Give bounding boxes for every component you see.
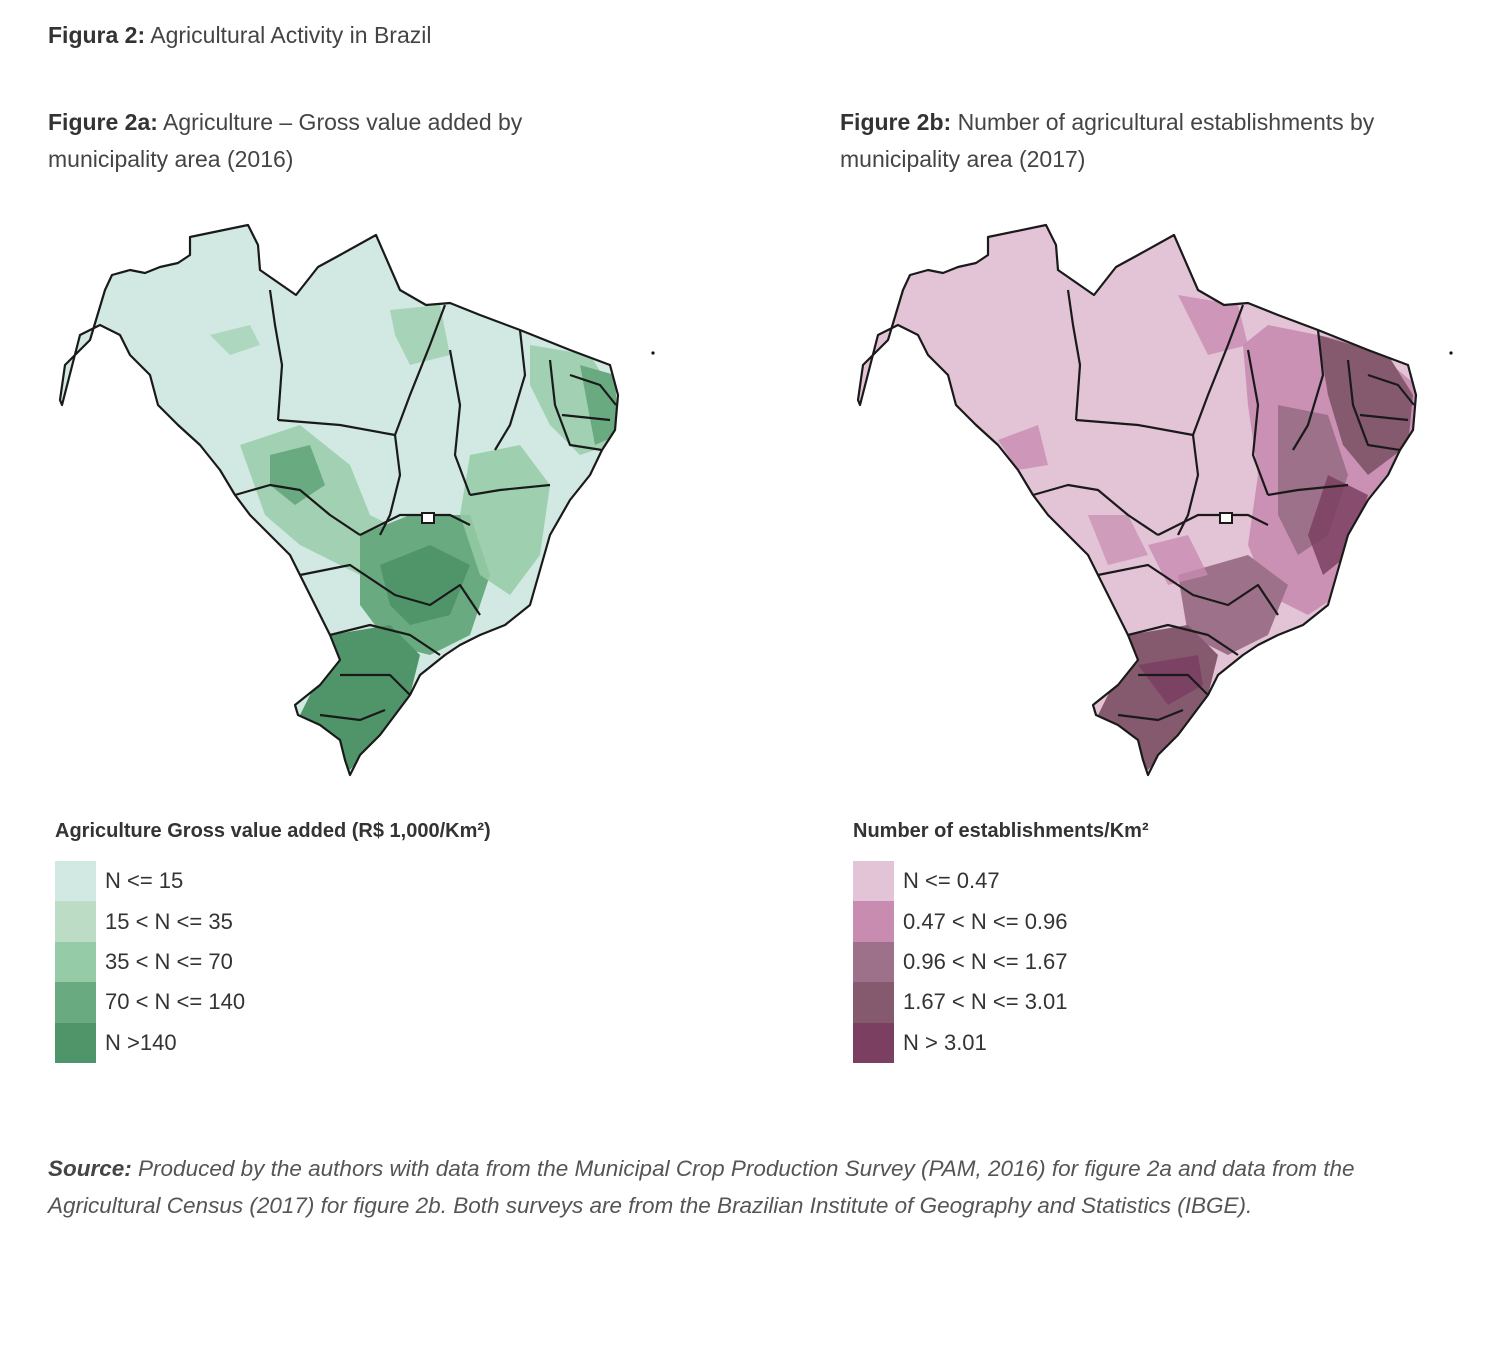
source-text: Produced by the authors with data from t… [48, 1156, 1355, 1218]
legend-label: 70 < N <= 140 [105, 989, 246, 1015]
source-note: Source: Produced by the authors with dat… [48, 1150, 1408, 1224]
panel-a-prefix: Figure 2a: [48, 109, 158, 135]
legend-label: N <= 15 [105, 868, 184, 894]
panel-b-title-text: Number of agricultural establishments by… [840, 109, 1375, 172]
legend-swatch [55, 861, 96, 902]
legend-item: 0.96 < N <= 1.67 [853, 941, 1149, 983]
legend-title: Number of establishments/Km² [853, 820, 1149, 842]
legend-item: N <= 15 [55, 861, 491, 902]
legend-item: N <= 0.47 [853, 861, 1149, 902]
figure-title: Figura 2: Agricultural Activity in Brazi… [48, 22, 431, 49]
panel-a-title: Figure 2a: Agriculture – Gross value add… [48, 104, 648, 178]
legend-item: 70 < N <= 140 [55, 982, 491, 1023]
legend-swatch [853, 861, 894, 902]
legend-establishments: Number of establishments/Km² N <= 0.47 0… [853, 820, 1149, 1063]
legend-label: 15 < N <= 35 [105, 908, 233, 934]
legend-swatch [55, 1022, 96, 1063]
legend-label: N >140 [105, 1029, 177, 1055]
legend-agriculture-gva: Agriculture Gross value added (R$ 1,000/… [55, 820, 491, 1063]
legend-title: Agriculture Gross value added (R$ 1,000/… [55, 820, 491, 842]
legend-item: N >140 [55, 1022, 491, 1063]
legend-item: 35 < N <= 70 [55, 941, 491, 983]
legend-swatch [55, 982, 96, 1023]
legend-swatch [853, 941, 894, 983]
legend-item: 1.67 < N <= 3.01 [853, 982, 1149, 1023]
legend-label: 0.47 < N <= 0.96 [903, 908, 1068, 934]
legend-swatch [55, 901, 96, 942]
legend-swatch [853, 982, 894, 1023]
panel-b-prefix: Figure 2b: [840, 109, 952, 135]
legend-label: 0.96 < N <= 1.67 [903, 948, 1068, 974]
source-prefix: Source: [48, 1156, 132, 1181]
legend-swatch [55, 941, 96, 983]
figure-title-text: Agricultural Activity in Brazil [150, 22, 432, 48]
legend-item: 15 < N <= 35 [55, 901, 491, 942]
legend-item: N > 3.01 [853, 1022, 1149, 1063]
legend-label: 35 < N <= 70 [105, 948, 233, 974]
map-establishments [856, 223, 1453, 777]
legend-item: 0.47 < N <= 0.96 [853, 901, 1149, 942]
legend-label: 1.67 < N <= 3.01 [903, 989, 1068, 1015]
map-agriculture-gva [58, 223, 655, 777]
legend-swatch [853, 1022, 894, 1063]
figure-prefix: Figura 2: [48, 22, 146, 48]
panel-a-title-text: Agriculture – Gross value added by munic… [48, 109, 523, 172]
panel-b-title: Figure 2b: Number of agricultural establ… [840, 104, 1440, 178]
legend-label: N > 3.01 [903, 1029, 987, 1055]
legend-swatch [853, 901, 894, 942]
legend-label: N <= 0.47 [903, 868, 1000, 894]
